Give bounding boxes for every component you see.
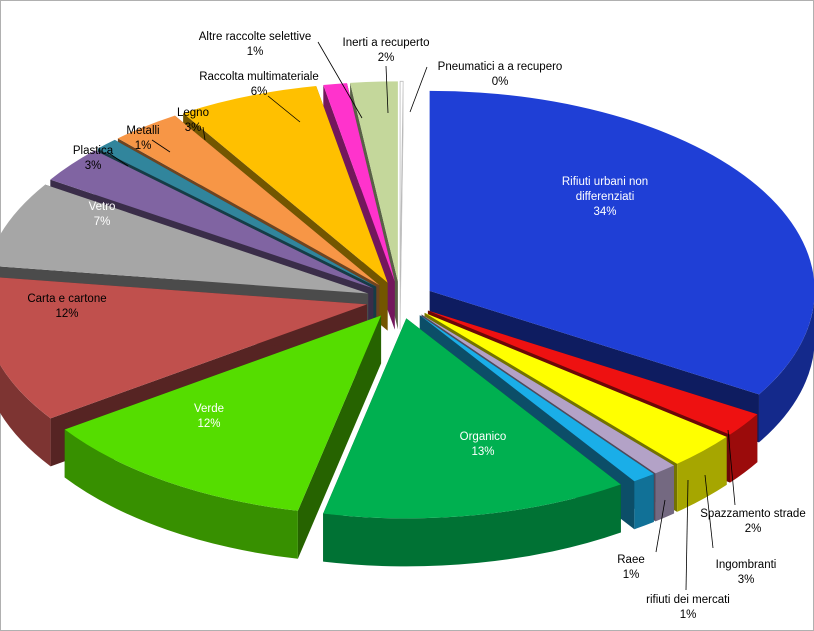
slice-top-ingombranti — [424, 312, 727, 464]
label-plastica: Plastica 3% — [73, 145, 114, 172]
leader-metalli — [151, 139, 171, 153]
leader-raccolta-multimateriale — [267, 95, 301, 123]
label-organico: Organico 13% — [460, 431, 507, 458]
label-altre-raccolte-selettive: Altre raccolte selettive 1% — [199, 31, 312, 58]
slice-top-spazzamento-strade — [427, 310, 758, 435]
label-inerti-a-recuperto: Inerti a recuperto 2% — [343, 37, 430, 64]
pie-sides — [0, 80, 814, 567]
label-rifiuti-urbani-non-differenziati: Rifiuti urbani non differenziati 34% — [562, 176, 648, 218]
slice-organico — [323, 318, 621, 567]
slice-top-inerti-a-recuperto — [350, 81, 398, 282]
leader-raee — [655, 499, 666, 553]
slice-top-metalli — [97, 139, 377, 287]
slice-pneumatici-a-a-recupero — [399, 80, 404, 330]
slice-top-rifiuti-dei-mercati — [421, 314, 675, 474]
slice-top-vetro — [0, 184, 369, 294]
leader-ingombranti — [704, 474, 714, 549]
leader-plastica — [106, 151, 129, 167]
slice-side-carta-e-cartone-0 — [0, 364, 51, 467]
label-carta-e-cartone: Carta e cartone 12% — [27, 293, 106, 320]
label-vetro: Vetro 7% — [89, 201, 116, 228]
slice-top-legno — [117, 115, 380, 286]
label-ingombranti: Ingombranti 3% — [716, 559, 777, 586]
slice-top-raccolta-multimateriale — [183, 86, 388, 283]
label-spazzamento-strade: Spazzamento strade 2% — [700, 508, 805, 535]
data-labels: Rifiuti urbani non differenziati 34% Spazza… — [27, 31, 805, 621]
label-raee: Raee 1% — [617, 554, 645, 581]
slice-side-organico-0 — [323, 484, 621, 567]
leader-inerti-a-recuperto — [385, 65, 389, 114]
label-raccolta-multimateriale: Raccolta multimateriale 6% — [199, 71, 319, 98]
slice-top-rifiuti-urbani-non-differenziati — [429, 90, 814, 395]
slice-side-raee-0 — [634, 474, 654, 530]
slice-side-ingombranti-0 — [677, 436, 727, 512]
leader-legno — [202, 126, 206, 141]
slice-side-rifiuti-urbani-non-differenziati-0 — [758, 301, 814, 443]
slice-top-organico — [323, 318, 621, 519]
slice-side-verde-0 — [64, 429, 298, 559]
leader-lines — [106, 41, 736, 591]
label-pneumatici-a-a-recupero: Pneumatici a a recupero 0% — [438, 61, 563, 88]
slice-top-verde — [64, 315, 382, 511]
leader-rifiuti-dei-mercati — [685, 479, 689, 591]
slice-side-rifiuti-dei-mercati-0 — [655, 465, 675, 522]
slice-side-spazzamento-strade-0 — [730, 414, 758, 483]
leader-spazzamento-strade — [727, 429, 736, 506]
label-legno: Legno 3% — [177, 107, 209, 134]
leader-altre-raccolte-selettive — [317, 41, 363, 119]
slice-wall-verde-0 — [297, 315, 382, 559]
slice-top-carta-e-cartone — [0, 277, 367, 419]
slice-top-raee — [419, 315, 654, 482]
slice-verde — [64, 315, 382, 559]
label-metalli: Metalli 1% — [126, 125, 159, 152]
slice-top-plastica — [50, 150, 374, 289]
slice-top-pneumatici-a-a-recupero — [399, 80, 404, 282]
leader-pneumatici-a-a-recupero — [409, 66, 428, 113]
label-verde: Verde 12% — [194, 403, 224, 430]
label-rifiuti-dei-mercati: rifiuti dei mercati 1% — [646, 594, 730, 621]
slice-top-altre-raccolte-selettive — [323, 83, 395, 282]
